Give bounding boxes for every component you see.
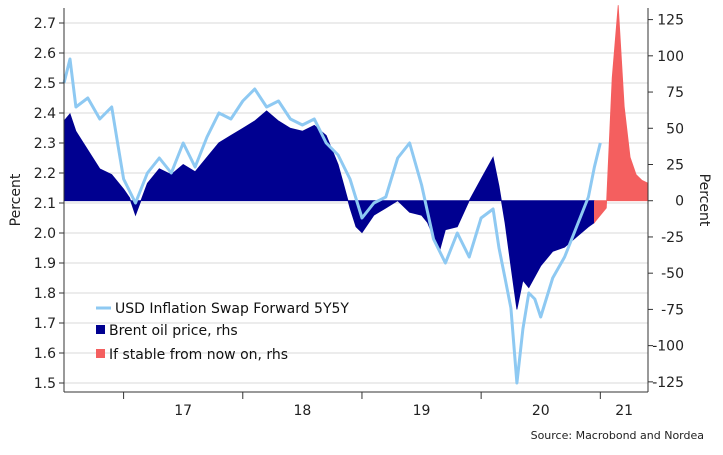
right-tick-label-6: -25 bbox=[661, 230, 684, 246]
right-tick-label-5: 0 bbox=[675, 194, 684, 210]
left-tick-label-8: 1.9 bbox=[34, 256, 56, 272]
x-tick-label-18: 18 bbox=[293, 403, 311, 419]
right-tick-label-8: -75 bbox=[661, 302, 684, 318]
plot-frame bbox=[63, 8, 649, 393]
right-tick-label-10: -125 bbox=[652, 375, 684, 391]
right-tick-label-1: 100 bbox=[657, 49, 684, 65]
left-tick-label-12: 1.5 bbox=[34, 376, 56, 392]
x-tick-label-21: 21 bbox=[615, 403, 633, 419]
legend-stable-swatch bbox=[96, 349, 105, 358]
right-tick-label-3: 50 bbox=[666, 121, 684, 137]
left-axis-title: Percent bbox=[8, 173, 24, 226]
right-tick-label-4: 25 bbox=[666, 157, 684, 173]
right-tick-label-7: -50 bbox=[661, 266, 684, 282]
source-note: Source: Macrobond and Nordea bbox=[531, 429, 704, 442]
brent-area bbox=[63, 110, 595, 310]
left-tick-label-1: 2.6 bbox=[34, 46, 56, 62]
x-axis-ticks: 17 18 19 20 21 bbox=[123, 392, 633, 419]
right-axis-ticks: 125 100 75 50 25 0 -25 -50 -75 -100 -125 bbox=[648, 13, 684, 391]
left-tick-label-7: 2.0 bbox=[34, 226, 56, 242]
legend-brent-label: Brent oil price, rhs bbox=[109, 323, 238, 339]
left-tick-label-4: 2.3 bbox=[34, 136, 56, 152]
left-tick-label-9: 1.8 bbox=[34, 286, 56, 302]
left-tick-label-11: 1.6 bbox=[34, 346, 56, 362]
left-tick-label-6: 2.1 bbox=[34, 196, 56, 212]
right-tick-label-2: 75 bbox=[666, 85, 684, 101]
left-tick-label-10: 1.7 bbox=[34, 316, 56, 332]
x-tick-label-17: 17 bbox=[174, 403, 192, 419]
stable-area bbox=[594, 5, 649, 224]
x-tick-label-20: 20 bbox=[532, 403, 550, 419]
swap-line-path bbox=[62, 57, 602, 385]
legend: USD Inflation Swap Forward 5Y5Y Brent oi… bbox=[96, 301, 349, 363]
left-axis-ticks: 2.7 2.6 2.5 2.4 2.3 2.2 2.1 2.0 1.9 1.8 1.7 1.6 1.5 bbox=[34, 16, 64, 392]
left-tick-label-2: 2.5 bbox=[34, 76, 56, 92]
left-tick-label-3: 2.4 bbox=[34, 106, 56, 122]
brent-area-path bbox=[63, 110, 595, 310]
swap-line bbox=[62, 57, 602, 385]
right-axis-title: Percent bbox=[696, 174, 712, 227]
legend-stable-label: If stable from now on, rhs bbox=[109, 347, 288, 363]
legend-brent-swatch bbox=[96, 325, 105, 334]
right-tick-label-9: -100 bbox=[652, 339, 684, 355]
left-tick-label-0: 2.7 bbox=[34, 16, 56, 32]
x-tick-label-19: 19 bbox=[413, 403, 431, 419]
left-tick-label-5: 2.2 bbox=[34, 166, 56, 182]
legend-swap-label: USD Inflation Swap Forward 5Y5Y bbox=[115, 301, 349, 317]
stable-area-path bbox=[594, 5, 649, 224]
right-tick-label-0: 125 bbox=[657, 13, 684, 29]
